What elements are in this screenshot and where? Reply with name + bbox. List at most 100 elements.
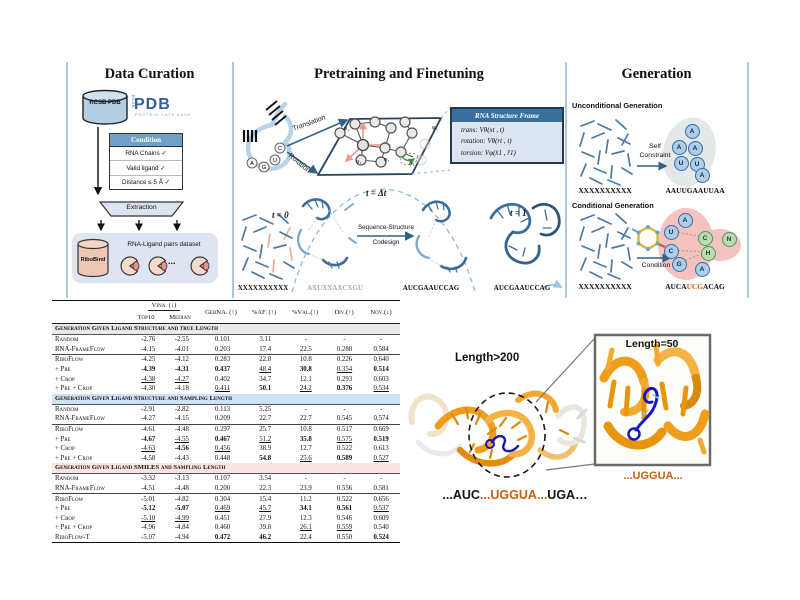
table-cell: -4.25: [141, 356, 156, 364]
table-cell: 0.537: [373, 505, 389, 513]
column-header: GerNA. (↑): [205, 308, 237, 316]
table-cell: 17.4: [259, 345, 272, 353]
table-cell: 0.460: [214, 524, 231, 532]
row-label: + Crop: [55, 445, 75, 453]
table-section-header: Generation Given Ligand Structure and tr…: [52, 324, 400, 335]
frame-box-header: RNA Structure Frame: [452, 109, 562, 122]
table-cell: -: [304, 336, 307, 344]
table-cell: 0.550: [336, 533, 353, 541]
table-cell: 35.8: [299, 435, 312, 443]
sequence-t0: XXXXXXXXXX: [237, 284, 289, 292]
table-cell: 0.559: [336, 524, 353, 532]
table-cell: 0.402: [214, 375, 231, 383]
condition-item: Distance ≤ 5 Å ✓: [122, 178, 170, 186]
table-row-group: RiboFlow -4.61 -4.48 0.297 25.7 10.8 0.517 0.66…: [52, 423, 400, 464]
ligand-main: [485, 434, 520, 453]
uncond-heading: Unconditional Generation: [572, 101, 663, 110]
table-cell: 26.1: [299, 524, 312, 532]
phi-label: φ₂: [344, 126, 350, 132]
row-label: + Pre + Crop: [55, 524, 93, 532]
table-cell: -4.27: [141, 415, 156, 423]
nucleotide-bubble: A: [677, 212, 693, 228]
row-label: + Pre + Crop: [55, 385, 93, 393]
table-cell: 50.1: [259, 385, 272, 393]
molecule-graph: [334, 116, 431, 168]
table-cell: 12.3: [299, 514, 312, 522]
table-row: Random -3.32 -3.13 0.107 3.54 - - -: [52, 474, 400, 484]
nucleotide-bubble: U: [673, 155, 689, 171]
table-cell: 0.581: [373, 485, 389, 493]
table-cell: 0.514: [373, 366, 389, 374]
dataset-label: RNA-Ligand pairs dataset: [127, 241, 201, 248]
table-cell: -4.63: [141, 445, 156, 453]
row-label: RNA-FrameFlow: [55, 485, 106, 493]
pdb-logo: RCSB PDB PROTEIN DATA BANK: [129, 95, 191, 117]
table-cell: 0.456: [214, 445, 231, 453]
table-cell: 10.8: [299, 356, 312, 364]
table-cell: 0.575: [336, 435, 353, 443]
length-inset-label: Length=50: [625, 338, 679, 350]
table-cell: 0.524: [373, 533, 389, 541]
table-cell: 0.451: [214, 514, 231, 522]
table-cell: 45.7: [259, 505, 272, 513]
table-cell: -: [380, 405, 383, 413]
rna-pacman-icon: [120, 256, 139, 276]
table-cell: -5.12: [141, 505, 156, 513]
table-row: RiboFlow -4.61 -4.48 0.297 25.7 10.8 0.517 0.66…: [52, 425, 400, 435]
table-row-group: Random -2.91 -2.82 0.113 5.25- - - RNA-FrameFlo…: [52, 405, 400, 424]
row-label: RiboFlow: [55, 495, 84, 503]
row-label: RiboFlow-T: [55, 533, 90, 541]
table-row: Random -2.91 -2.82 0.113 5.25 - - -: [52, 405, 400, 415]
table-cell: 0.297: [214, 426, 231, 434]
vina-subcolumns: Top10 Median: [130, 312, 198, 323]
table-cell: 0.113: [215, 405, 231, 413]
nucleotide-bubble: A: [671, 139, 687, 155]
table-cell: -4.15: [174, 415, 189, 423]
table-section-header: Generation Given Ligand Structure and Sa…: [52, 393, 400, 405]
table-cell: 0.640: [373, 356, 389, 364]
t0-label: t = 0: [272, 210, 289, 220]
panel-title-pretraining: Pretraining and Finetuning: [314, 66, 484, 82]
ligand-inset: [627, 386, 659, 441]
main-seq-part-highlight: ...UGGUA...: [479, 488, 548, 502]
table-row: + Pre -4.67 -4.55 0.467 51.2 35.8 0.575 0.519: [52, 434, 400, 444]
table-cell: -5.07: [141, 533, 156, 541]
extraction-trapezoid: [98, 201, 185, 217]
table-cell: 3.54: [259, 475, 272, 483]
table-row: RNA-FrameFlow -4.15 -4.01 0.203 17.4 22.5 0.28…: [52, 345, 400, 355]
frame-rotation-row: rotation: Vθ(rt , t): [461, 137, 512, 146]
rcsb-pdb-cylinder: [82, 89, 128, 125]
table-cell: -4.31: [174, 366, 189, 374]
row-label: RiboFlow: [55, 356, 84, 364]
extraction-label: Extraction: [126, 204, 157, 211]
ligand-dot-icon: [132, 261, 140, 271]
vina-group: Vina. (↓) Top10 Median: [130, 301, 198, 323]
table-row: + Pre + Crop -4.96 -4.84 0.460 39.8 26.1 0.559…: [52, 523, 400, 533]
table-row: + Pre + Crop -4.58 -4.43 0.448 54.8 25.6 0.589…: [52, 454, 400, 464]
table-row: RiboFlow-T -5.07 -4.94 0.472 46.2 22.4 0.550 0.…: [52, 533, 400, 543]
table-cell: 22.5: [299, 345, 312, 353]
table-cell: 0.527: [373, 454, 389, 462]
table-cell: 0.288: [336, 345, 353, 353]
column-header: Top10: [137, 314, 155, 321]
table-cell: 22.3: [259, 485, 272, 493]
condition-label: Condition: [641, 262, 671, 269]
table-cell: -4.55: [174, 435, 189, 443]
table-cell: 0.472: [214, 533, 231, 541]
panel-divider: [565, 62, 567, 298]
length-main-label: Length>200: [455, 352, 520, 364]
table-cell: 27.9: [259, 514, 272, 522]
table-cell: -2.91: [141, 405, 156, 413]
table-cell: 0.546: [336, 514, 353, 522]
table-cell: 0.226: [336, 356, 353, 364]
table-cell: 22.4: [299, 533, 312, 541]
table-cell: -: [380, 475, 383, 483]
constraint-label: Constraint: [639, 152, 671, 159]
table-row: RNA-FrameFlow -4.51 -4.48 0.200 22.3 23.9 0.55…: [52, 484, 400, 494]
table-cell: -: [343, 405, 346, 413]
svg-text:G: G: [262, 165, 266, 171]
table-cell: 0.561: [336, 505, 353, 513]
condition-item: Valid ligand ✓: [110, 161, 182, 176]
column-header: Median: [169, 314, 191, 321]
rna-3d-inset-structure: [599, 343, 710, 455]
